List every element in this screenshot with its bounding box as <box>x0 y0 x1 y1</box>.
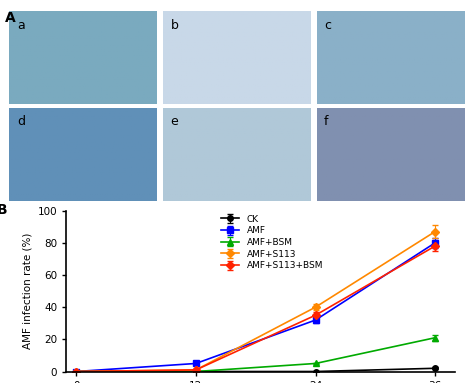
Text: A: A <box>5 11 16 26</box>
Y-axis label: AMF infection rate (%): AMF infection rate (%) <box>22 233 32 349</box>
Text: f: f <box>324 115 328 128</box>
Text: e: e <box>171 115 178 128</box>
Text: c: c <box>324 19 331 32</box>
Text: b: b <box>171 19 178 32</box>
Text: d: d <box>17 115 25 128</box>
Text: B: B <box>0 203 7 217</box>
Legend: CK, AMF, AMF+BSM, AMF+S113, AMF+S113+BSM: CK, AMF, AMF+BSM, AMF+S113, AMF+S113+BSM <box>219 212 326 273</box>
Text: a: a <box>17 19 25 32</box>
